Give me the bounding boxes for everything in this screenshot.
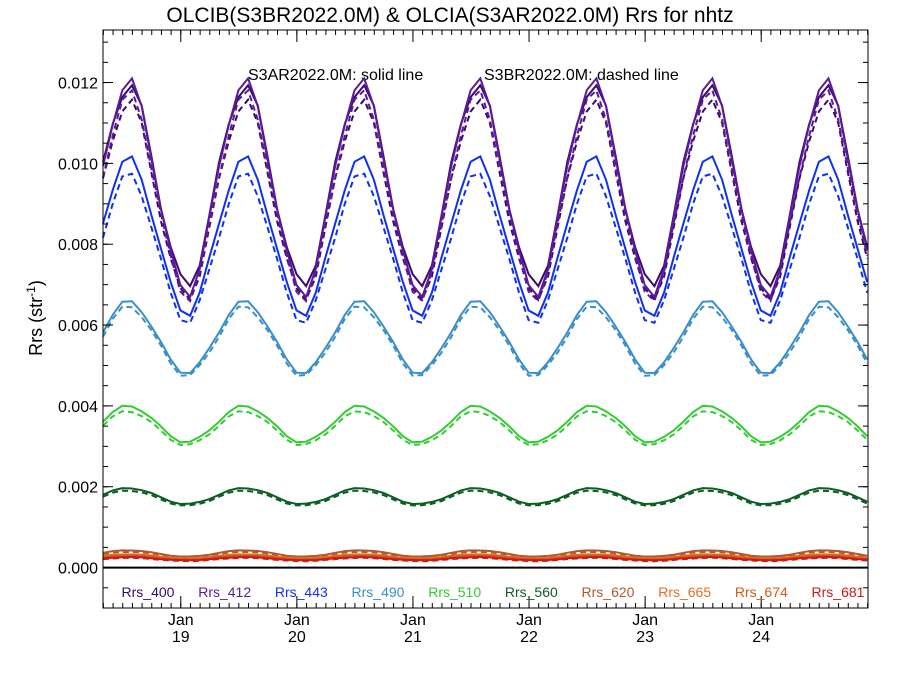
- y-tick-label: 0.010: [58, 156, 98, 173]
- series-line-rrs-490-dashed: [102, 305, 869, 377]
- legend-item-rrs-400: Rrs_400: [122, 584, 175, 600]
- legend-item-rrs-674: Rrs_674: [735, 584, 788, 600]
- y-tick-label: 0.012: [58, 76, 98, 93]
- legend-item-rrs-620: Rrs_620: [582, 584, 635, 600]
- series-line-rrs-400-dashed: [102, 97, 869, 302]
- series-line-rrs-412-dashed: [102, 88, 869, 303]
- chart-title: OLCIB(S3BR2022.0M) & OLCIA(S3AR2022.0M) …: [166, 4, 733, 27]
- series-line-rrs-674-solid: [102, 554, 868, 561]
- series-line-rrs-560-solid: [102, 487, 868, 506]
- y-tick-label: 0.008: [58, 237, 98, 254]
- series-line-rrs-510-solid: [102, 404, 868, 444]
- series-line-rrs-681-dashed: [102, 556, 868, 563]
- legend-item-rrs-560: Rrs_560: [505, 584, 558, 600]
- y-tick-label: 0.006: [58, 318, 98, 335]
- x-tick-label-month: Jan: [400, 612, 426, 629]
- series-line-rrs-620-dashed: [102, 551, 868, 559]
- x-tick-label-month: Jan: [748, 612, 774, 629]
- x-tick-label-month: Jan: [516, 612, 542, 629]
- y-tick-label: 0.004: [58, 399, 98, 416]
- legend-item-rrs-412: Rrs_412: [198, 584, 251, 600]
- series-line-rrs-443-solid: [102, 154, 869, 318]
- x-tick-label-month: Jan: [168, 612, 194, 629]
- y-tick-label: 0.002: [58, 480, 98, 497]
- legend-item-rrs-490: Rrs_490: [352, 584, 405, 600]
- y-axis-label: Rrs (str-1): [24, 280, 46, 356]
- series-line-rrs-620-solid: [102, 549, 868, 558]
- series-line-rrs-560-dashed: [102, 489, 868, 507]
- x-tick-label-year: 21: [404, 629, 422, 646]
- legend-item-rrs-665: Rrs_665: [658, 584, 711, 600]
- x-tick-label-year: 22: [520, 629, 538, 646]
- series-line-rrs-510-dashed: [102, 410, 868, 447]
- series-line-rrs-490-solid: [102, 300, 869, 375]
- legend-item-rrs-681: Rrs_681: [812, 584, 865, 600]
- series-line-rrs-443-dashed: [102, 172, 869, 324]
- y-tick-label: 0.000: [58, 561, 98, 578]
- x-tick-label-month: Jan: [632, 612, 658, 629]
- x-tick-label-year: 20: [288, 629, 306, 646]
- series-line-rrs-412-solid: [102, 76, 869, 299]
- legend-item-rrs-443: Rrs_443: [275, 584, 328, 600]
- plot-frame: [102, 29, 869, 609]
- x-tick-label-month: Jan: [284, 612, 310, 629]
- annotation-solid: S3AR2022.0M: solid line: [248, 67, 423, 84]
- x-tick-label-year: 23: [636, 629, 654, 646]
- x-tick-label-year: 24: [752, 629, 770, 646]
- x-tick-label-year: 19: [172, 629, 190, 646]
- legend-item-rrs-510: Rrs_510: [428, 584, 481, 600]
- annotation-dashed: S3BR2022.0M: dashed line: [484, 67, 679, 84]
